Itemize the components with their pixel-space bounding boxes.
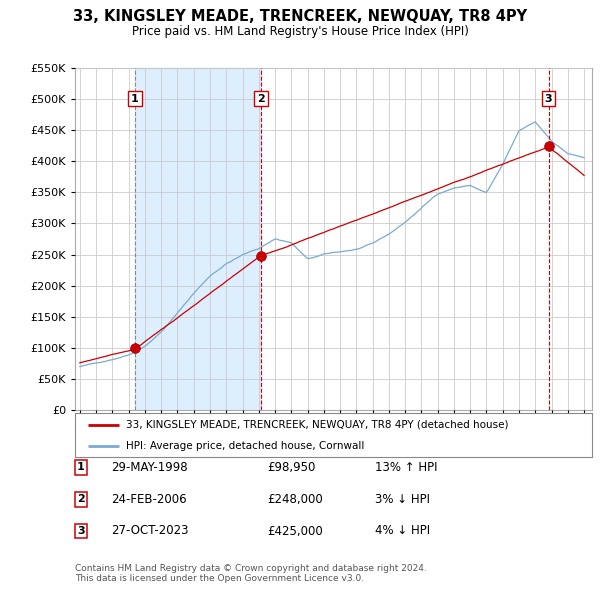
- Bar: [135, 68, 261, 410]
- Text: 2: 2: [257, 94, 265, 104]
- Text: 2: 2: [77, 494, 85, 504]
- Text: 1: 1: [77, 463, 85, 472]
- Text: £98,950: £98,950: [267, 461, 316, 474]
- Text: 3: 3: [77, 526, 85, 536]
- Text: 4% ↓ HPI: 4% ↓ HPI: [375, 525, 430, 537]
- Text: 13% ↑ HPI: 13% ↑ HPI: [375, 461, 437, 474]
- Text: Price paid vs. HM Land Registry's House Price Index (HPI): Price paid vs. HM Land Registry's House …: [131, 25, 469, 38]
- Text: £248,000: £248,000: [267, 493, 323, 506]
- Text: Contains HM Land Registry data © Crown copyright and database right 2024.: Contains HM Land Registry data © Crown c…: [75, 565, 427, 573]
- Text: 3: 3: [545, 94, 553, 104]
- Text: 33, KINGSLEY MEADE, TRENCREEK, NEWQUAY, TR8 4PY: 33, KINGSLEY MEADE, TRENCREEK, NEWQUAY, …: [73, 9, 527, 24]
- Text: This data is licensed under the Open Government Licence v3.0.: This data is licensed under the Open Gov…: [75, 574, 364, 583]
- Text: 33, KINGSLEY MEADE, TRENCREEK, NEWQUAY, TR8 4PY (detached house): 33, KINGSLEY MEADE, TRENCREEK, NEWQUAY, …: [125, 420, 508, 430]
- Text: 29-MAY-1998: 29-MAY-1998: [111, 461, 188, 474]
- Text: 27-OCT-2023: 27-OCT-2023: [111, 525, 188, 537]
- Text: HPI: Average price, detached house, Cornwall: HPI: Average price, detached house, Corn…: [125, 441, 364, 451]
- Text: 24-FEB-2006: 24-FEB-2006: [111, 493, 187, 506]
- Text: 1: 1: [131, 94, 139, 104]
- Text: 3% ↓ HPI: 3% ↓ HPI: [375, 493, 430, 506]
- Text: £425,000: £425,000: [267, 525, 323, 537]
